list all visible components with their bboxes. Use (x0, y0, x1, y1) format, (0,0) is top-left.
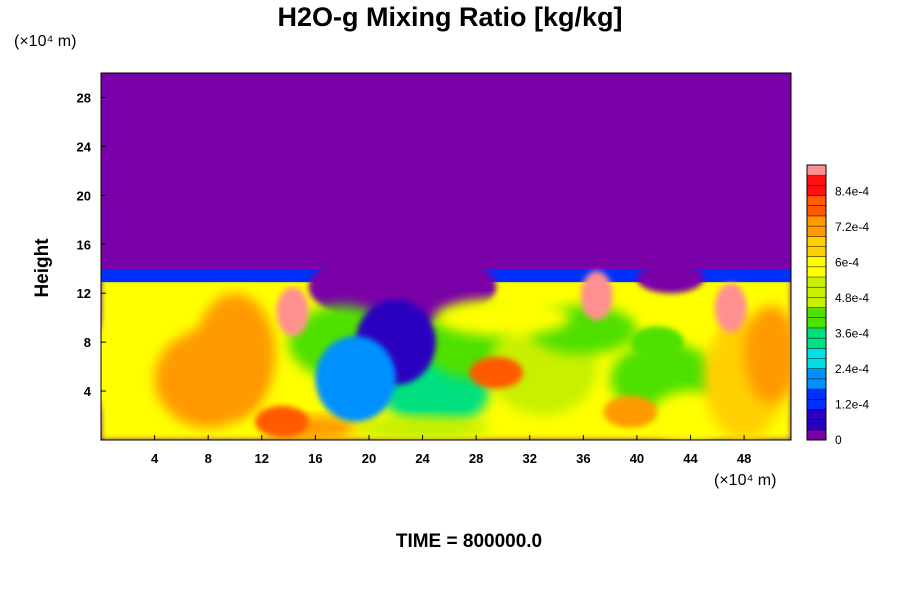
colorbar-swatch (807, 327, 826, 339)
chart-title: H2O-g Mixing Ratio [kg/kg] (277, 2, 623, 32)
x-tick-label: 12 (255, 451, 269, 466)
colorbar-swatch (807, 287, 826, 298)
field-blob (435, 299, 570, 337)
y-tick-label: 16 (77, 237, 91, 252)
colorbar-swatch (807, 378, 826, 390)
x-tick-label: 32 (523, 451, 537, 466)
colorbar-swatch (807, 165, 826, 176)
colorbar: 0 1.2e-4 2.4e-4 3.6e-4 4.8e-4 6e-4 7.2e-4 8.4e-… (806, 164, 869, 447)
colorbar-frame (806, 164, 827, 441)
x-tick-label: 24 (415, 451, 430, 466)
colorbar-swatch (807, 358, 826, 370)
plot-frame (100, 72, 792, 441)
y-tick-label: 20 (77, 188, 91, 203)
y-tick-label: 4 (84, 384, 92, 399)
field-blob (194, 293, 276, 416)
field-feature (580, 271, 613, 321)
x-tick-label: 48 (737, 451, 751, 466)
x-axis-unit: (×10⁴ m) (714, 472, 777, 489)
y-tick-label: 24 (77, 139, 92, 154)
dry-intrusion (636, 263, 704, 294)
field-feature (315, 336, 396, 422)
colorbar-swatch (807, 419, 826, 431)
colorbar-swatch (807, 389, 826, 400)
colorbar-tick-label: 1.2e-4 (835, 398, 869, 412)
colorbar-swatch (807, 185, 826, 197)
colorbar-swatch (807, 266, 826, 278)
x-tick-label: 28 (469, 451, 483, 466)
x-tick-label: 40 (630, 451, 644, 466)
colorbar-swatch (807, 317, 826, 329)
colorbar-swatch (807, 399, 826, 410)
y-axis-unit: (×10⁴ m) (14, 33, 77, 50)
colorbar-tick-label: 3.6e-4 (835, 327, 869, 341)
colorbar-swatch (807, 409, 826, 421)
colorbar-swatch (807, 277, 826, 288)
field-blob (355, 415, 490, 440)
colorbar-swatch (807, 338, 826, 349)
field-feature (714, 283, 747, 333)
x-tick-label: 20 (362, 451, 376, 466)
field-feature (276, 287, 309, 337)
colorbar-tick-label: 8.4e-4 (835, 185, 869, 199)
field-feature (603, 395, 658, 428)
dry-intrusion (308, 250, 497, 324)
y-tick-label: 8 (84, 335, 91, 350)
colorbar-tick-label: 4.8e-4 (835, 291, 869, 305)
x-axis: 4 8 12 16 20 24 28 32 36 40 44 48 (151, 435, 751, 466)
field-feature (630, 326, 684, 359)
x-tick-label: 44 (683, 451, 698, 466)
time-label: TIME = 800000.0 (395, 531, 543, 552)
x-tick-label: 8 (205, 451, 212, 466)
colorbar-tick-label: 7.2e-4 (835, 220, 869, 234)
colorbar-swatch (807, 297, 826, 309)
mixing-ratio-field (101, 73, 791, 440)
colorbar-swatch (807, 368, 826, 380)
x-tick-label: 36 (576, 451, 590, 466)
colorbar-swatch (807, 246, 826, 258)
colorbar-tick-label: 6e-4 (835, 256, 859, 270)
colorbar-swatch (807, 215, 826, 227)
colorbar-swatch (807, 226, 826, 237)
x-tick-label: 4 (151, 451, 159, 466)
colorbar-swatch (807, 429, 826, 441)
colorbar-swatch (807, 348, 826, 360)
colorbar-swatch (807, 175, 826, 186)
y-tick-label: 12 (77, 286, 91, 301)
colorbar-tick-label: 0 (835, 433, 842, 447)
colorbar-swatch (807, 205, 826, 217)
field-blob (744, 305, 791, 404)
x-tick-label: 16 (308, 451, 322, 466)
colorbar-swatch (807, 195, 826, 207)
colorbar-swatch (807, 256, 826, 268)
colorbar-swatch (807, 307, 826, 319)
field-feature (255, 405, 309, 438)
field-feature (469, 356, 524, 389)
colorbar-tick-label: 2.4e-4 (835, 362, 869, 376)
y-axis: 4 8 12 16 20 24 28 (77, 90, 106, 399)
y-tick-label: 28 (77, 90, 91, 105)
colorbar-swatch (807, 236, 826, 247)
